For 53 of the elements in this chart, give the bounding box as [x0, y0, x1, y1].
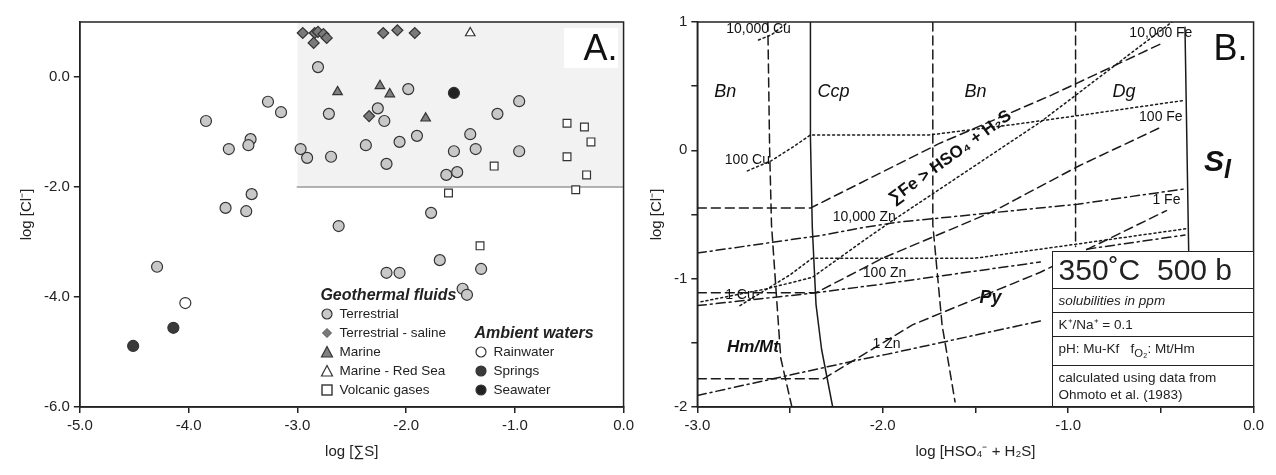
- annotation: pH: Mu-Kf f$_{O₂}$: Mt/Hm: [1052, 337, 1253, 366]
- annotation: Ambient waters: [474, 324, 594, 342]
- annotation: 100 Fe: [1139, 107, 1183, 124]
- y-tick-label: -1: [673, 268, 688, 286]
- legend-label: Terrestrial: [339, 305, 399, 323]
- legend-label: Volcanic gases: [339, 381, 430, 399]
- y-tick-label: -4.0: [43, 287, 70, 305]
- x-tick-label: -2.0: [393, 416, 420, 434]
- annotation: Dg: [1112, 80, 1136, 102]
- legend-label: Seawater: [493, 381, 551, 399]
- y-axis-title: log [Cl⁻]: [647, 188, 665, 241]
- x-tick-label: -2.0: [869, 416, 896, 434]
- legend-label: Marine: [339, 343, 381, 361]
- y-tick-label: -2.0: [43, 177, 70, 195]
- annotation: Py: [979, 286, 1002, 307]
- legend-label: Rainwater: [493, 343, 555, 361]
- y-axis-title: log [Cl⁻]: [17, 188, 35, 241]
- annotation: 1 Fe: [1152, 191, 1181, 208]
- annotation: S$_{l}$: [1203, 144, 1231, 185]
- annotation: Geothermal fluids: [320, 286, 457, 304]
- x-axis-title: log [∑S]: [325, 442, 379, 461]
- annotation: 350˚C 500 b: [1052, 252, 1253, 290]
- annotation: K⁺/Na⁺ = 0.1: [1052, 313, 1253, 338]
- x-tick-label: -1.0: [501, 416, 528, 434]
- legend-label: Marine - Red Sea: [339, 362, 446, 380]
- annotation: A.: [563, 27, 618, 68]
- y-tick-label: -2: [673, 397, 688, 415]
- annotation: 10,000 Zn: [832, 207, 896, 224]
- x-axis-title: log [HSO₄⁻ + H₂S]: [915, 442, 1036, 460]
- y-tick-label: 0: [678, 140, 688, 158]
- annotation: 100 Zn: [862, 264, 907, 281]
- x-tick-label: 0.0: [613, 416, 634, 434]
- annotation: 1 Zn: [872, 334, 901, 351]
- y-tick-label: 1: [678, 12, 688, 30]
- annotation: Hm/Mt: [726, 336, 779, 357]
- legend-label: Springs: [493, 362, 540, 380]
- annotation: calculated using data from Ohmoto et al. (1983): [1057, 369, 1218, 404]
- x-tick-label: -1.0: [1055, 416, 1082, 434]
- y-tick-label: -6.0: [43, 397, 70, 415]
- annotation: B.: [1193, 27, 1248, 68]
- x-tick-label: -3.0: [684, 416, 711, 434]
- annotation: Ccp: [817, 80, 850, 102]
- x-tick-label: 0.0: [1243, 416, 1264, 434]
- y-tick-label: 0.0: [48, 67, 70, 85]
- x-tick-label: -5.0: [66, 416, 93, 434]
- annotation: 10,000 Cu: [726, 20, 791, 37]
- annotation: solubilities in ppm: [1052, 289, 1253, 314]
- x-tick-label: -4.0: [175, 416, 202, 434]
- annotation: Bn: [964, 80, 987, 102]
- annotation: Bn: [714, 80, 737, 102]
- x-tick-label: -3.0: [284, 416, 311, 434]
- annotation: 100 Cu: [724, 151, 770, 168]
- legend-label: Terrestrial - saline: [339, 324, 446, 342]
